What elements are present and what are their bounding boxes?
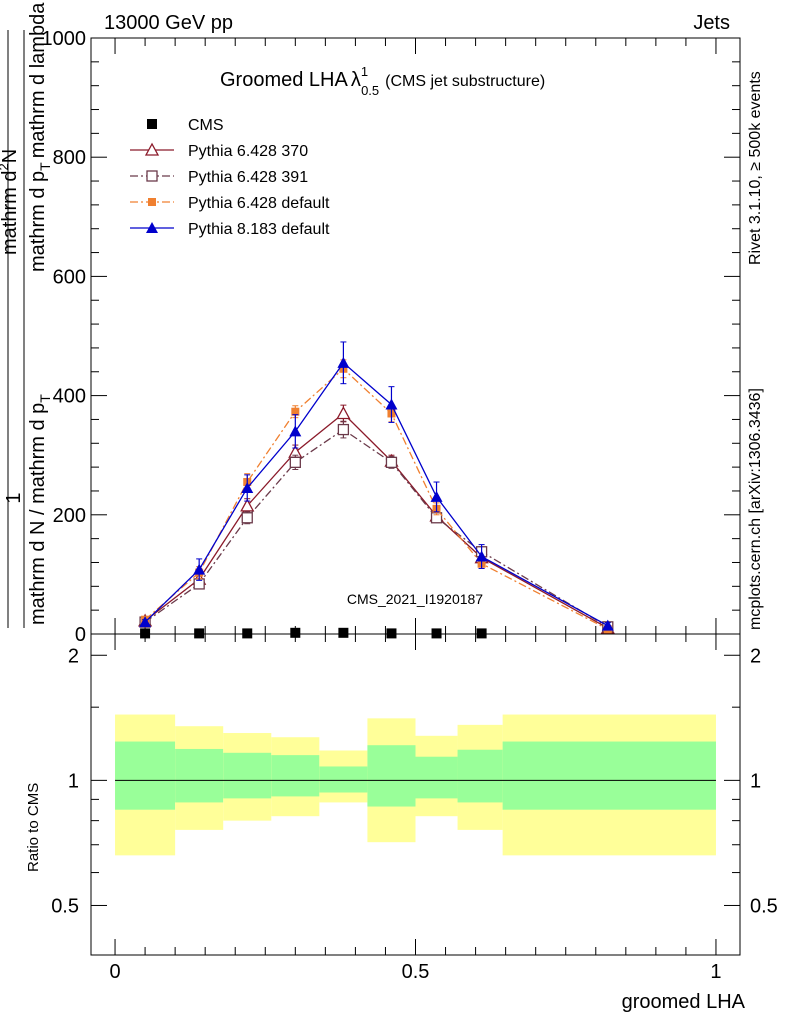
y-label-den-sub: T xyxy=(37,394,53,403)
title-note: (CMS jet substructure) xyxy=(385,73,545,90)
y-label-den2-text: mathrm d p xyxy=(27,171,49,272)
data-point xyxy=(146,170,158,182)
ratio-band-green xyxy=(415,756,458,799)
series-0 xyxy=(140,627,487,639)
y-label-den-text: mathrm d N / mathrm d p xyxy=(27,403,49,625)
ratio-band-green xyxy=(502,741,716,810)
legend-label: Pythia 8.183 default xyxy=(188,221,330,238)
data-point xyxy=(241,481,254,493)
y-label-den: mathrm d N / mathrm d pT xyxy=(27,394,53,625)
data-point xyxy=(240,498,255,512)
rivet-label: Rivet 3.1.10, ≥ 500k events xyxy=(747,71,764,265)
data-point xyxy=(139,616,152,628)
ratio-y-tick-label: 2 xyxy=(68,645,79,667)
data-point xyxy=(289,425,302,437)
cms-point xyxy=(431,628,442,639)
y-label-den3: mathrm d lambda xyxy=(27,2,49,158)
data-point xyxy=(337,423,350,436)
legend-label: Pythia 6.428 391 xyxy=(188,169,308,186)
ratio-band-green xyxy=(271,755,320,797)
y-tick-label: 800 xyxy=(53,147,86,169)
x-tick-label: 0 xyxy=(109,961,120,983)
series-4 xyxy=(139,341,614,631)
x-axis-label: groomed LHA xyxy=(622,991,746,1013)
title-superscript: 1 xyxy=(361,64,368,79)
data-point xyxy=(430,490,443,502)
energy-label: 13000 GeV pp xyxy=(104,12,233,34)
cms-point xyxy=(290,627,301,638)
legend-label: Pythia 6.428 370 xyxy=(188,143,308,160)
data-point xyxy=(241,512,253,524)
y-label-num1-sup: 2 xyxy=(0,163,11,170)
x-tick-label: 0.5 xyxy=(402,961,430,983)
y-label-one: 1 xyxy=(3,492,25,503)
title-main: Groomed LHA xyxy=(220,69,348,91)
legend: CMS Pythia 6.428 370 Pythia 6.428 391 Pythi… xyxy=(130,117,330,238)
data-point xyxy=(336,406,351,420)
ratio-plot: 0 0.5 1 0.5 0.5 1 1 2 2 xyxy=(51,633,778,983)
ratio-band-green xyxy=(367,745,416,807)
main-plot: 0 200 400 600 800 1000 xyxy=(42,28,741,646)
ratio-band-green xyxy=(457,749,503,803)
cms-point xyxy=(194,628,205,639)
chart-title: Groomed LHA λ1 0.5 (CMS jet substructure) xyxy=(220,64,545,98)
cms-point xyxy=(476,628,487,639)
data-point xyxy=(144,142,160,156)
cms-point xyxy=(386,628,397,639)
legend-label: Pythia 6.428 default xyxy=(188,195,330,212)
ratio-y-tick-label: 1 xyxy=(68,770,79,792)
ratio-y-tick-label: 0.5 xyxy=(51,895,79,917)
data-point xyxy=(337,356,350,368)
y-tick-label: 1000 xyxy=(42,28,87,50)
cms-point xyxy=(242,628,253,639)
y-tick-label: 400 xyxy=(53,386,86,408)
title-subscript: 0.5 xyxy=(361,83,379,98)
data-point xyxy=(385,398,398,410)
y-label-fraction: mathrm d2N xyxy=(0,149,21,255)
data-point xyxy=(385,456,398,469)
data-point xyxy=(146,222,158,233)
data-point xyxy=(475,550,488,562)
cms-point xyxy=(338,627,349,638)
ratio-y-tick-label-right: 0.5 xyxy=(750,895,778,917)
data-point xyxy=(193,563,206,575)
x-tick-label: 1 xyxy=(710,961,721,983)
y-axis-label: 1 mathrm d N / mathrm d pT mathrm d2N ma… xyxy=(0,2,53,628)
ratio-y-tick-label-right: 2 xyxy=(750,645,761,667)
ratio-y-tick-label-right: 1 xyxy=(750,770,761,792)
analysis-watermark: CMS_2021_I1920187 xyxy=(347,591,483,607)
title-lambda: λ xyxy=(351,69,361,91)
category-label: Jets xyxy=(693,12,730,34)
cms-point xyxy=(147,119,157,129)
ratio-band-green xyxy=(115,741,176,810)
legend-label: CMS xyxy=(188,117,224,134)
ratio-band-green xyxy=(223,752,272,799)
data-point xyxy=(601,619,614,631)
cms-point xyxy=(140,628,151,639)
y-label-den2: mathrm d pTmathrm d lambda xyxy=(27,2,53,272)
y-tick-label: 600 xyxy=(53,266,86,288)
ratio-band-green xyxy=(175,748,224,803)
data-point xyxy=(291,407,300,416)
y-label-den2-sub: T xyxy=(37,162,53,171)
y-label-num1: mathrm d xyxy=(0,171,21,255)
y-tick-label: 0 xyxy=(75,624,86,646)
ratio-y-label: Ratio to CMS xyxy=(25,783,42,872)
y-tick-label: 200 xyxy=(53,505,86,527)
data-point xyxy=(289,456,301,469)
y-label-num2: N xyxy=(0,149,21,163)
ratio-band-green xyxy=(319,766,368,793)
mcplots-label: mcplots.cern.ch [arXiv:1306.3436] xyxy=(747,388,764,630)
data-point xyxy=(148,198,156,206)
